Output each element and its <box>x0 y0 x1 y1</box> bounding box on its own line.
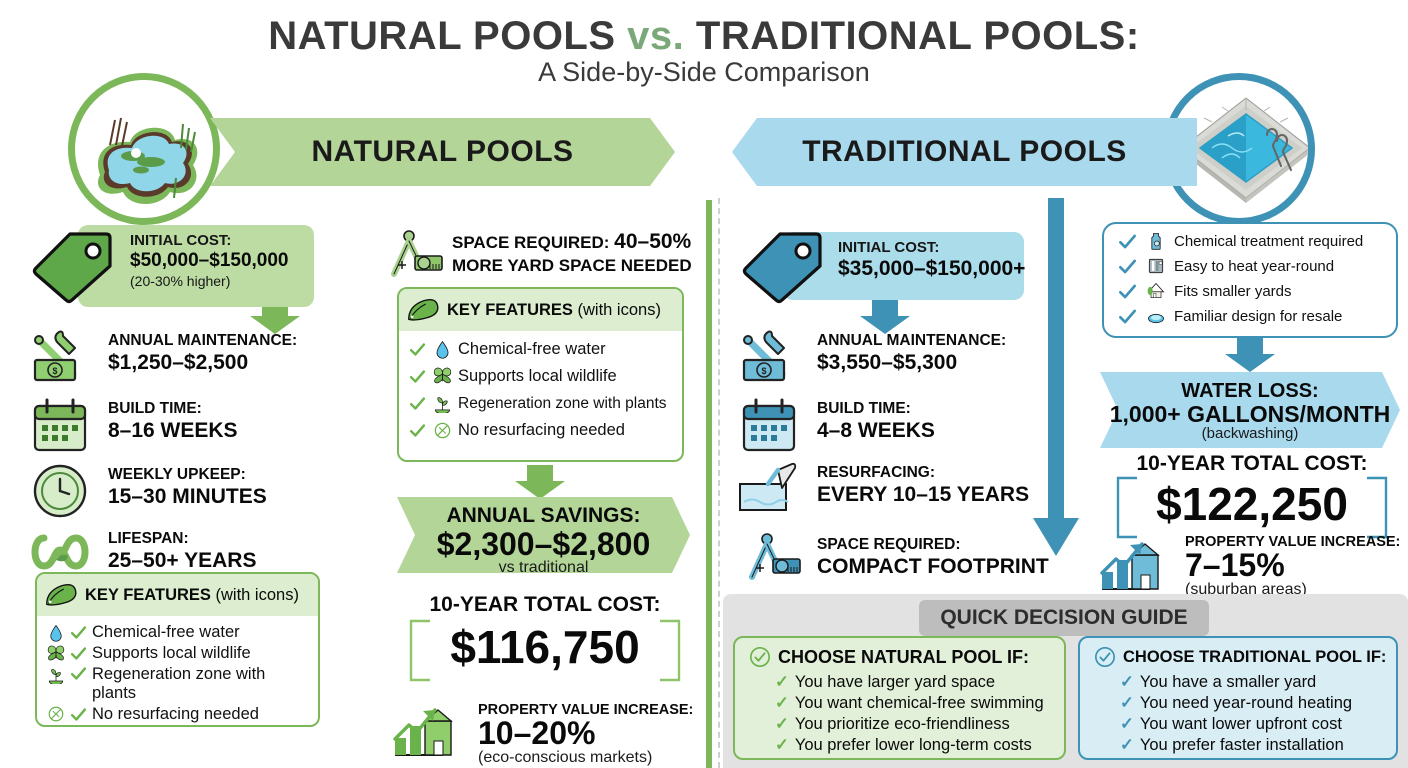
svg-text:$: $ <box>52 366 57 376</box>
svg-text:$: $ <box>761 366 766 376</box>
